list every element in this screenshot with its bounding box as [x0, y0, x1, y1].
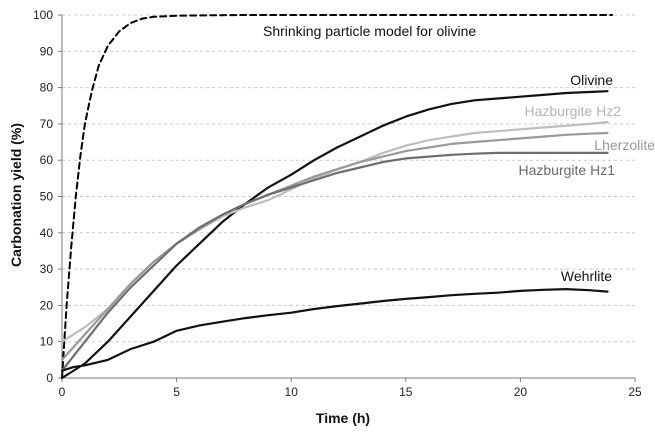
y-tick-label: 100 — [33, 8, 53, 22]
series-label-3: Lherzolite — [594, 137, 655, 153]
y-tick-label: 70 — [40, 117, 54, 131]
y-tick-label: 10 — [40, 335, 54, 349]
axes — [58, 14, 636, 382]
series-label-0: Shrinking particle model for olivine — [263, 23, 476, 39]
series-label-5: Wehrlite — [561, 268, 612, 284]
series-lines — [60, 14, 614, 380]
x-tick-label: 0 — [59, 385, 66, 399]
y-tick-label: 60 — [40, 153, 54, 167]
gridlines — [62, 14, 635, 343]
series-label-2: Hazburgite Hz2 — [525, 103, 622, 119]
x-axis-title: Time (h) — [316, 410, 370, 426]
series-labels: Shrinking particle model for olivine Oliv… — [263, 23, 655, 284]
x-tick-label: 10 — [285, 385, 299, 399]
y-tick-label: 0 — [46, 371, 53, 385]
series-label-1: Olivine — [570, 72, 613, 88]
series-line-2 — [60, 121, 609, 343]
x-tick-label: 20 — [514, 385, 528, 399]
y-tick-label: 20 — [40, 298, 54, 312]
series-line-5 — [60, 288, 609, 372]
series-line-3 — [60, 131, 609, 361]
y-tick-label: 40 — [40, 226, 54, 240]
y-axis-title: Carbonation yield (%) — [8, 123, 24, 267]
y-tick-label: 30 — [40, 262, 54, 276]
series-line-1 — [60, 90, 609, 380]
y-tick-label: 50 — [40, 190, 54, 204]
x-tick-label: 25 — [628, 385, 642, 399]
series-line-4 — [60, 151, 609, 372]
tick-labels: 0 10 20 30 40 50 60 70 80 90 100 0 5 10 15 20 25 — [33, 8, 642, 399]
x-tick-label: 15 — [399, 385, 413, 399]
series-label-4: Hazburgite Hz1 — [519, 162, 616, 178]
x-tick-label: 5 — [173, 385, 180, 399]
y-tick-label: 90 — [40, 44, 54, 58]
y-tick-label: 80 — [40, 81, 54, 95]
series-line-0 — [61, 14, 614, 379]
